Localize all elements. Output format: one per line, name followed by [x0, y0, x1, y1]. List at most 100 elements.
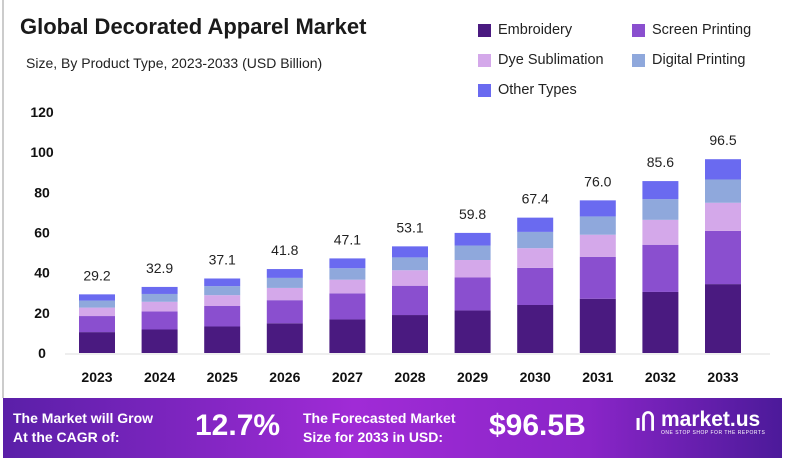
- data-label: 32.9: [146, 260, 173, 276]
- bar-segment-screen-printing: [517, 267, 554, 306]
- data-label: 76.0: [584, 173, 611, 189]
- data-label: 59.8: [459, 206, 486, 222]
- footer-banner: The Market will Grow At the CAGR of: 12.7…: [3, 398, 782, 458]
- legend-swatch: [478, 53, 491, 67]
- data-label: 47.1: [334, 231, 361, 247]
- bar-segment-screen-printing: [266, 300, 303, 324]
- y-tick-label: 120: [30, 104, 54, 120]
- bar-segment-screen-printing: [454, 277, 491, 311]
- bar-segment-dye-sublimation: [705, 202, 741, 231]
- bar-segment-other-types: [204, 278, 241, 287]
- forecast-value: $96.5B: [489, 409, 586, 442]
- bar-segment-digital-printing: [79, 300, 115, 308]
- legend-label: Screen Printing: [652, 22, 752, 38]
- cagr-label: The Market will Grow At the CAGR of:: [13, 410, 154, 445]
- data-label: 67.4: [522, 191, 549, 207]
- x-tick-label: 2024: [144, 369, 175, 385]
- bar-segment-digital-printing: [705, 179, 741, 203]
- bar-segment-embroidery: [705, 284, 741, 353]
- bar-segment-screen-printing: [329, 293, 366, 320]
- bar-segment-other-types: [454, 232, 491, 246]
- bar-segment-screen-printing: [579, 256, 616, 299]
- stacked-bar-chart: 0 20 40 60 80 100 120 29.2 2023 32.9 2024 37.1 2025 4…: [2, 0, 770, 398]
- data-label: 29.2: [83, 267, 110, 283]
- x-tick-label: 2031: [582, 369, 613, 385]
- y-tick-label: 20: [34, 305, 50, 321]
- legend-screen-printing: Screen Printing: [632, 22, 751, 38]
- legend-digital-printing: Digital Printing: [632, 52, 746, 68]
- bar-segment-embroidery: [329, 319, 366, 353]
- bar-segment-dye-sublimation: [454, 260, 491, 278]
- bar-segment-other-types: [579, 200, 616, 217]
- bar-segment-digital-printing: [642, 199, 679, 220]
- x-tick-label: 2029: [457, 369, 488, 385]
- y-tick-label: 60: [34, 225, 50, 241]
- bar-segment-digital-printing: [141, 293, 178, 302]
- bar-segment-dye-sublimation: [141, 301, 178, 312]
- bar-segment-digital-printing: [454, 245, 491, 261]
- bar-segment-embroidery: [266, 323, 303, 353]
- bar-segment-dye-sublimation: [642, 219, 679, 245]
- bar-segment-embroidery: [517, 305, 554, 353]
- bar-segment-screen-printing: [705, 230, 741, 285]
- legend-label: Dye Sublimation: [498, 52, 604, 68]
- data-label: 96.5: [709, 132, 736, 148]
- bar-segment-embroidery: [642, 291, 679, 353]
- bar-segment-other-types: [392, 246, 428, 258]
- y-tick-label: 80: [34, 184, 50, 200]
- bar-segment-other-types: [329, 258, 366, 269]
- bar-segment-screen-printing: [642, 244, 679, 292]
- bar-segment-embroidery: [454, 310, 491, 353]
- chart-title: Global Decorated Apparel Market: [20, 14, 367, 39]
- x-tick-label: 2023: [81, 369, 112, 385]
- x-tick-label: 2027: [332, 369, 363, 385]
- market-us-logo: ıႶ market.us ONE STOP SHOP FOR THE REPORTS: [635, 408, 766, 436]
- bar-segment-other-types: [141, 286, 178, 294]
- bar-segment-other-types: [79, 294, 115, 301]
- bar-segment-embroidery: [141, 329, 178, 353]
- y-tick-label: 0: [38, 345, 46, 361]
- data-label: 85.6: [647, 154, 674, 170]
- bar-segment-embroidery: [79, 332, 115, 353]
- x-tick-label: 2032: [645, 369, 676, 385]
- bar-segment-digital-printing: [579, 216, 616, 235]
- bar-segment-dye-sublimation: [517, 248, 554, 268]
- bar-segment-dye-sublimation: [79, 307, 115, 317]
- bar-segment-embroidery: [392, 315, 428, 353]
- bar-segment-screen-printing: [141, 311, 178, 330]
- bar-segment-other-types: [642, 181, 679, 200]
- bar-segment-other-types: [517, 217, 554, 232]
- x-tick-label: 2030: [520, 369, 551, 385]
- legend-swatch: [632, 53, 645, 67]
- logo-icon: ıႶ: [635, 410, 655, 435]
- legend-dye-sublimation: Dye Sublimation: [478, 52, 604, 68]
- forecast-label: The Forecasted Market Size for 2033 in US…: [303, 410, 456, 445]
- legend-label: Digital Printing: [652, 52, 746, 68]
- y-tick-label: 100: [30, 144, 54, 160]
- legend-label: Embroidery: [498, 22, 573, 38]
- bar-segment-digital-printing: [517, 231, 554, 249]
- bar-segment-digital-printing: [392, 257, 428, 271]
- legend-other-types: Other Types: [478, 82, 577, 98]
- bar-segment-dye-sublimation: [266, 287, 303, 301]
- x-tick-label: 2026: [269, 369, 300, 385]
- x-tick-label: 2028: [394, 369, 425, 385]
- data-label: 53.1: [396, 219, 423, 235]
- cagr-value: 12.7%: [195, 409, 281, 442]
- bar-segment-screen-printing: [392, 285, 428, 316]
- legend-label: Other Types: [498, 82, 577, 98]
- bar-segment-dye-sublimation: [204, 295, 241, 307]
- legend-swatch: [478, 23, 491, 37]
- bar-segment-dye-sublimation: [329, 279, 366, 294]
- bar-segment-dye-sublimation: [579, 234, 616, 257]
- bar-segment-screen-printing: [204, 306, 241, 327]
- bar-segment-digital-printing: [329, 268, 366, 280]
- x-tick-label: 2025: [207, 369, 238, 385]
- bar-segment-digital-printing: [204, 286, 241, 296]
- bar-segment-embroidery: [204, 326, 241, 353]
- data-label: 41.8: [271, 242, 298, 258]
- bar-segment-dye-sublimation: [392, 270, 428, 286]
- data-label: 37.1: [209, 251, 236, 267]
- bar-segment-digital-printing: [266, 277, 303, 288]
- y-tick-label: 40: [34, 265, 50, 281]
